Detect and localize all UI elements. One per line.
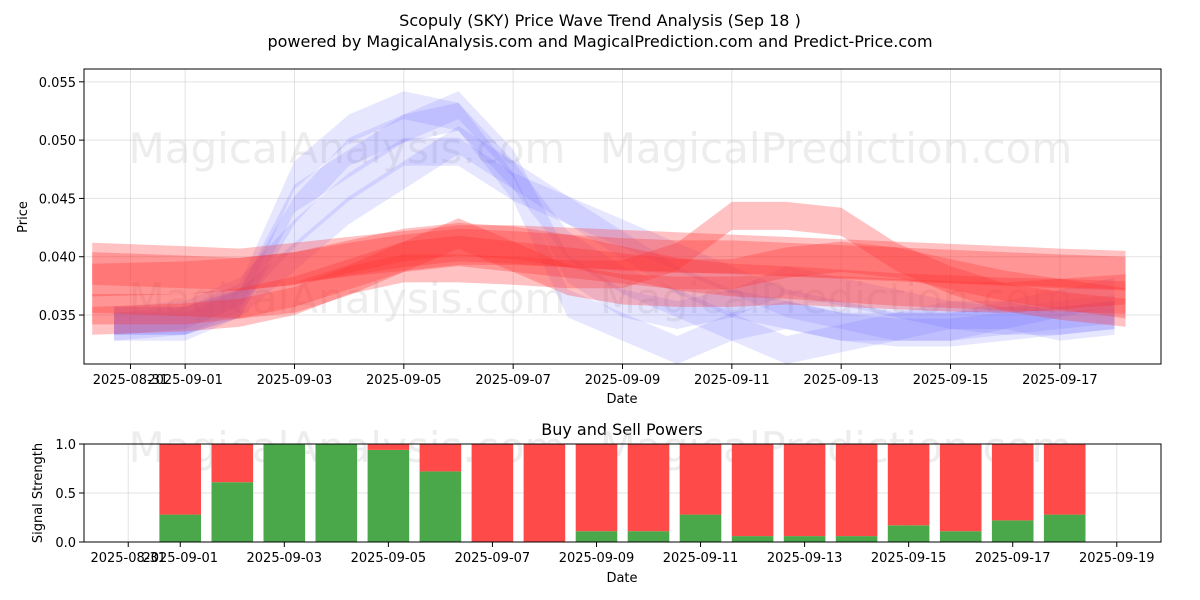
- buy-bar: [887, 525, 930, 542]
- sell-bar: [211, 444, 254, 483]
- signal-x-axis-label: Date: [606, 571, 637, 586]
- signal-bars: [159, 444, 1086, 542]
- price-x-tick-label: 2025-09-01: [147, 373, 223, 388]
- watermark-prediction-lower: MagicalPrediction.com: [600, 274, 1073, 323]
- price-y-tick-label: 0.035: [39, 309, 76, 324]
- signal-x-tick-label: 2025-09-15: [871, 551, 947, 566]
- price-x-tick-label: 2025-09-11: [694, 373, 770, 388]
- sell-bar: [887, 444, 930, 526]
- price-x-tick-label: 2025-09-07: [475, 373, 551, 388]
- signal-x-tick-label: 2025-09-17: [975, 551, 1051, 566]
- signal-x-tick-label: 2025-09-11: [663, 551, 739, 566]
- blue-wave-3-band: [114, 137, 1115, 341]
- sell-bar: [991, 444, 1034, 521]
- sell-bar: [679, 444, 722, 515]
- sell-bar: [939, 444, 982, 532]
- price-y-tick-label: 0.040: [39, 251, 76, 266]
- signal-x-tick-label: 2025-09-01: [142, 551, 218, 566]
- sell-bar: [783, 444, 826, 537]
- sell-bar: [523, 444, 566, 542]
- buy-bar: [211, 482, 254, 542]
- blue-wave-4-band: [114, 126, 1115, 347]
- signal-y-axis: 0.0 0.5 1.0: [55, 438, 84, 551]
- signal-y-tick-label: 0.0: [55, 536, 76, 551]
- price-x-tick-label: 2025-08-31: [93, 373, 169, 388]
- sell-bar: [835, 444, 878, 537]
- buy-bar: [367, 449, 410, 542]
- price-x-tick-label: 2025-09-17: [1022, 373, 1098, 388]
- price-y-tick-label: 0.055: [39, 76, 76, 91]
- sell-bar: [159, 444, 201, 515]
- price-wave-bands: [92, 91, 1126, 365]
- signal-x-tick-label: 2025-09-09: [559, 551, 635, 566]
- sell-bar: [419, 444, 462, 472]
- price-watermarks: MagicalAnalysis.com MagicalPrediction.co…: [129, 124, 1073, 323]
- signal-y-tick-label: 0.5: [55, 487, 76, 502]
- buy-bar: [315, 444, 358, 542]
- red-wave-1-band: [92, 222, 1126, 314]
- signal-x-tick-label: 2025-09-03: [247, 551, 323, 566]
- red-wave-4-band: [92, 218, 1126, 325]
- price-y-tick-label: 0.045: [39, 192, 76, 207]
- signal-y-tick-label: 1.0: [55, 438, 76, 453]
- sell-bar: [367, 444, 410, 450]
- price-x-tick-label: 2025-09-05: [366, 373, 442, 388]
- buy-bar: [679, 514, 722, 542]
- signal-x-tick-label: 2025-09-13: [767, 551, 843, 566]
- blue-wave-1-band: [114, 91, 1115, 364]
- price-x-tick-label: 2025-09-13: [803, 373, 879, 388]
- sell-bar: [575, 444, 618, 532]
- sell-bar: [731, 444, 774, 537]
- buy-bar: [991, 520, 1034, 542]
- price-y-axis-label: Price: [16, 201, 31, 233]
- price-wave-panel: MagicalAnalysis.com MagicalPrediction.co…: [16, 68, 1162, 407]
- chart-title: Scopuly (SKY) Price Wave Trend Analysis …: [399, 11, 801, 30]
- watermark-analysis-lower: MagicalAnalysis.com: [129, 274, 566, 323]
- buy-bar: [263, 444, 306, 542]
- buy-bar: [1043, 514, 1086, 542]
- sell-bar: [627, 444, 670, 532]
- price-x-axis-label: Date: [606, 392, 637, 407]
- signal-x-tick-label: 2025-09-19: [1079, 551, 1155, 566]
- price-grid: [84, 69, 1161, 364]
- red-wave-2-band: [92, 228, 1126, 291]
- red-wave-3-band: [92, 201, 1126, 335]
- price-y-axis: 0.035 0.040 0.045 0.050 0.055: [39, 76, 84, 324]
- buy-bar: [939, 531, 982, 542]
- watermark-analysis-upper: MagicalAnalysis.com: [129, 124, 566, 173]
- price-x-tick-label: 2025-09-15: [913, 373, 989, 388]
- price-x-tick-label: 2025-09-03: [257, 373, 333, 388]
- chart-subtitle: powered by MagicalAnalysis.com and Magic…: [267, 32, 932, 51]
- buy-bar: [419, 471, 462, 542]
- red-wave-6-band: [92, 225, 1126, 291]
- watermark-prediction-upper: MagicalPrediction.com: [600, 124, 1073, 173]
- price-x-tick-label: 2025-09-09: [585, 373, 661, 388]
- sell-bar: [471, 444, 514, 542]
- buy-bar: [627, 531, 670, 542]
- sell-bar: [1043, 444, 1086, 515]
- red-wave-5-band: [92, 235, 1126, 319]
- signal-x-tick-label: 2025-09-07: [455, 551, 531, 566]
- buy-bar: [835, 536, 878, 542]
- blue-wave-5-band: [114, 91, 1115, 335]
- buy-sell-title: Buy and Sell Powers: [541, 420, 703, 439]
- signal-x-tick-label: 2025-08-31: [90, 551, 166, 566]
- buy-sell-panel: Buy and Sell Powers MagicalAnalysis.com …: [31, 420, 1162, 586]
- buy-bar: [731, 536, 774, 542]
- buy-bar: [783, 536, 826, 542]
- signal-y-axis-label: Signal Strength: [31, 443, 46, 543]
- buy-bar: [575, 531, 618, 542]
- buy-bar: [159, 514, 201, 542]
- price-y-tick-label: 0.050: [39, 134, 76, 149]
- signal-x-tick-label: 2025-09-05: [351, 551, 427, 566]
